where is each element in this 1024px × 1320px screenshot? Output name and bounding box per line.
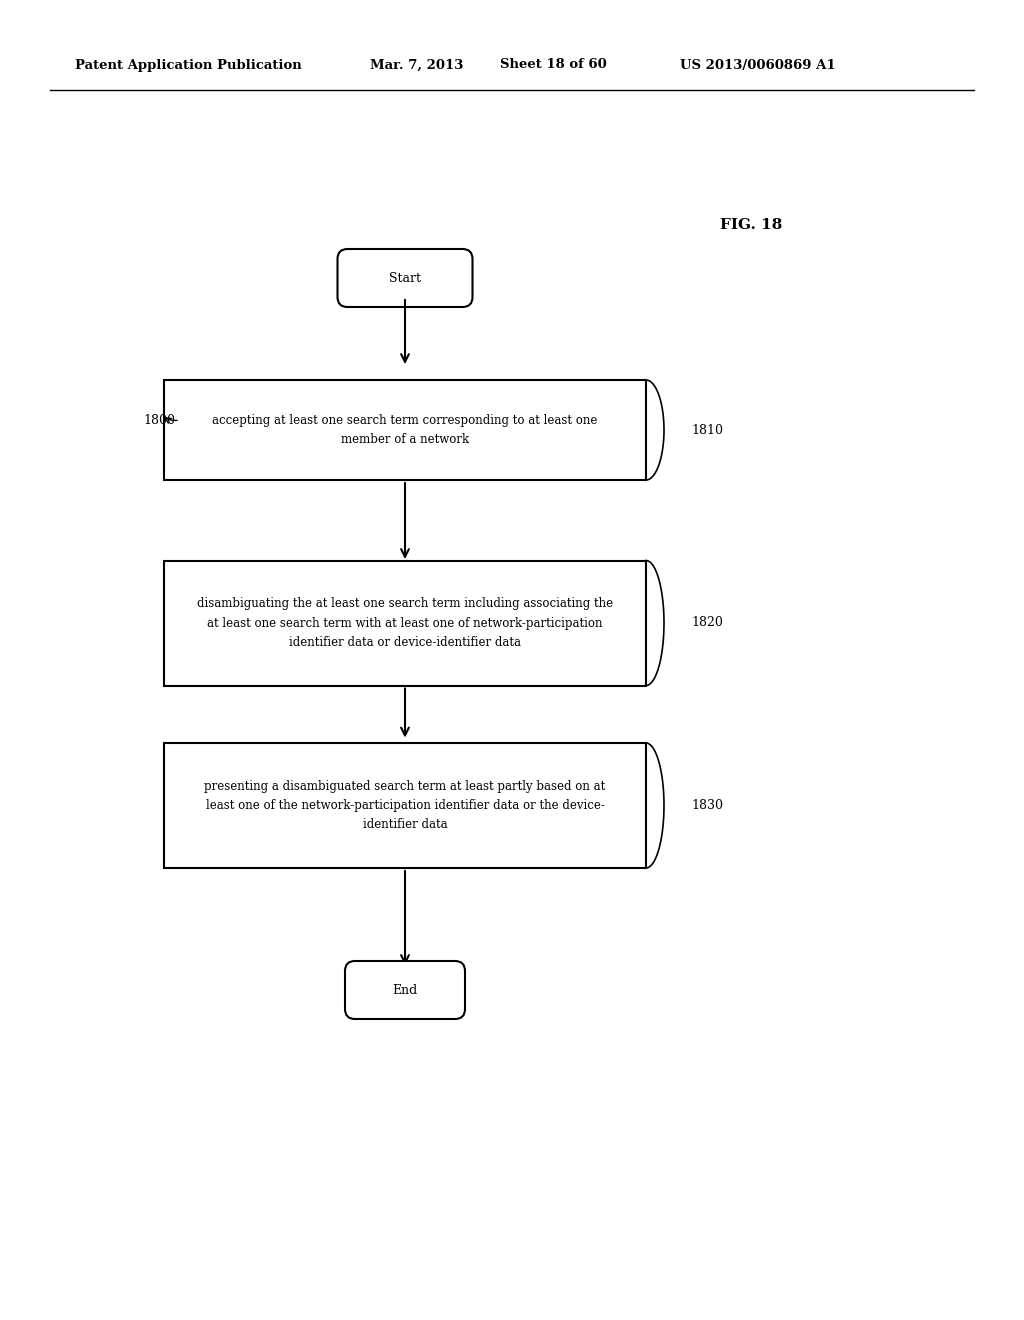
Text: Start: Start (389, 272, 421, 285)
Text: 1820: 1820 (691, 616, 723, 630)
FancyBboxPatch shape (345, 961, 465, 1019)
Text: 1830: 1830 (691, 799, 723, 812)
Text: 1810: 1810 (691, 424, 723, 437)
Text: US 2013/0060869 A1: US 2013/0060869 A1 (680, 58, 836, 71)
Bar (164, 743, 646, 869)
Text: disambiguating the at least one search term including associating the
at least o: disambiguating the at least one search t… (197, 598, 613, 648)
Text: Mar. 7, 2013: Mar. 7, 2013 (370, 58, 464, 71)
Text: 1800: 1800 (143, 413, 175, 426)
Text: Patent Application Publication: Patent Application Publication (75, 58, 302, 71)
Text: presenting a disambiguated search term at least partly based on at
least one of : presenting a disambiguated search term a… (205, 780, 605, 832)
Text: Sheet 18 of 60: Sheet 18 of 60 (500, 58, 607, 71)
Text: accepting at least one search term corresponding to at least one
member of a net: accepting at least one search term corre… (212, 414, 598, 446)
Bar (164, 380, 646, 480)
FancyBboxPatch shape (338, 249, 472, 308)
Bar (164, 561, 646, 685)
Text: FIG. 18: FIG. 18 (720, 218, 782, 232)
Text: End: End (392, 983, 418, 997)
